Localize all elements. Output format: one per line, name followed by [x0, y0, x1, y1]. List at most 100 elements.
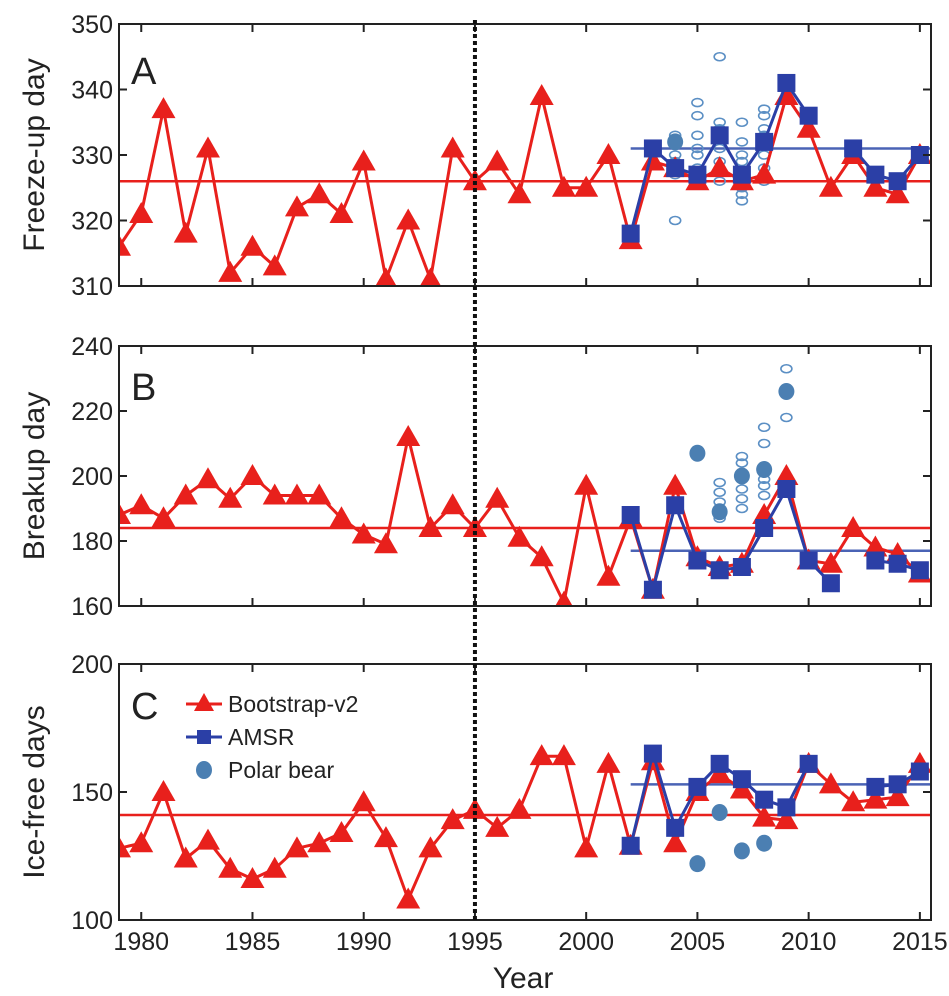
legend-label-amsr: AMSR — [228, 724, 294, 750]
amsr-point — [910, 561, 929, 580]
panel-a-label: A — [131, 51, 157, 93]
y-tick-label: 220 — [71, 398, 113, 426]
polar-bear-open-point — [713, 143, 726, 154]
bootstrap-point — [173, 221, 198, 243]
bootstrap-point — [774, 464, 799, 485]
bootstrap-point — [396, 208, 421, 230]
amsr-point — [688, 777, 707, 796]
amsr-point — [688, 165, 707, 184]
amsr-point — [888, 775, 907, 794]
bootstrap-point — [129, 493, 154, 515]
x-tick-label: 2015 — [892, 928, 948, 956]
panel-b-bootstrap-series — [119, 425, 931, 606]
bootstrap-point — [195, 828, 220, 850]
polar-bear-open-point — [757, 110, 771, 121]
amsr-point — [777, 73, 796, 92]
amsr-point — [799, 551, 818, 570]
bootstrap-point — [818, 772, 843, 794]
bootstrap-point — [240, 464, 265, 485]
y-tick-label: 150 — [71, 779, 113, 807]
bootstrap-point — [529, 84, 554, 106]
panel-c-amsr-series — [621, 744, 929, 855]
bootstrap-point — [885, 182, 910, 204]
bootstrap-point — [555, 590, 573, 606]
polar-bear-open-point — [713, 51, 726, 62]
panel-a-amsr-series — [621, 73, 929, 243]
x-tick-label: 2005 — [670, 928, 726, 956]
amsr-point — [755, 790, 774, 809]
amsr-point — [710, 126, 729, 145]
bootstrap-point — [752, 805, 777, 827]
bootstrap-point — [507, 797, 532, 819]
panel-c-polar-bear-points — [689, 803, 773, 873]
legend-circle-marker — [196, 761, 212, 779]
polar-bear-open-point — [735, 458, 749, 468]
bootstrap-point — [284, 836, 309, 858]
panel-a-mean-lines — [119, 147, 931, 183]
bootstrap-point — [551, 175, 576, 197]
panel-b-polar-bear-points — [689, 363, 795, 524]
amsr-point — [866, 551, 885, 570]
amsr-point — [777, 798, 796, 817]
amsr-point — [643, 580, 662, 599]
amsr-point — [799, 106, 818, 125]
x-tick-label: 1995 — [447, 928, 503, 956]
amsr-point — [710, 561, 729, 580]
amsr-point — [666, 818, 685, 837]
y-tick-label: 200 — [71, 651, 113, 679]
bootstrap-point — [151, 780, 176, 801]
bootstrap-point — [752, 162, 777, 184]
polar-bear-point — [711, 503, 728, 521]
amsr-point — [732, 770, 751, 789]
bootstrap-point — [574, 836, 599, 858]
x-axis-tick-labels: 1980 1985 1990 1995 2000 2005 2010 2015 — [113, 928, 947, 956]
x-tick-label: 1985 — [225, 928, 281, 956]
legend-label-polar-bear: Polar bear — [228, 757, 334, 783]
amsr-point — [910, 146, 929, 164]
amsr-point — [888, 554, 907, 573]
bootstrap-point — [418, 836, 443, 858]
bootstrap-point — [863, 787, 888, 809]
bootstrap-point — [507, 525, 532, 547]
amsr-point — [666, 159, 685, 178]
bootstrap-point — [173, 846, 198, 868]
polar-bear-open-point — [691, 130, 704, 141]
bootstrap-point — [863, 535, 888, 557]
polar-bear-open-point — [713, 477, 726, 488]
polar-bear-open-point — [757, 490, 771, 501]
amsr-point — [755, 519, 774, 537]
polar-bear-open-point — [691, 110, 704, 121]
panel-b-amsr-series — [621, 480, 929, 599]
bootstrap-point — [195, 467, 220, 489]
polar-bear-open-point — [735, 150, 749, 160]
y-tick-label: 160 — [71, 593, 113, 621]
polar-bear-open-point — [735, 196, 749, 206]
y-tick-label: 310 — [71, 273, 113, 301]
polar-bear-point — [689, 444, 706, 462]
panel-c-ylabel: Ice-free days — [18, 705, 51, 878]
x-tick-label: 1990 — [336, 928, 392, 956]
y-tick-label: 330 — [71, 142, 113, 170]
x-tick-label: 2000 — [558, 928, 614, 956]
bootstrap-point — [262, 856, 287, 878]
polar-bear-point — [756, 834, 773, 852]
polar-bear-open-point — [691, 150, 704, 160]
bootstrap-point — [574, 473, 599, 495]
legend-label-bootstrap: Bootstrap-v2 — [228, 691, 358, 717]
polar-bear-open-point — [691, 143, 704, 154]
legend-item-amsr: AMSR — [186, 724, 294, 750]
bootstrap-point — [129, 201, 154, 223]
x-tick-label: 1980 — [113, 928, 169, 956]
polar-bear-point — [733, 842, 750, 860]
polar-bear-point — [778, 383, 795, 400]
y-tick-label: 340 — [71, 77, 113, 105]
bootstrap-point — [284, 195, 309, 217]
polar-bear-open-point — [691, 97, 704, 108]
y-tick-label: 350 — [71, 11, 113, 39]
polar-bear-open-point — [780, 412, 793, 423]
bootstrap-point — [262, 483, 287, 505]
polar-bear-open-point — [757, 422, 771, 433]
panel-c-axes: 100 150 200 — [71, 651, 932, 935]
polar-bear-open-point — [735, 117, 749, 128]
bootstrap-point — [119, 836, 131, 858]
